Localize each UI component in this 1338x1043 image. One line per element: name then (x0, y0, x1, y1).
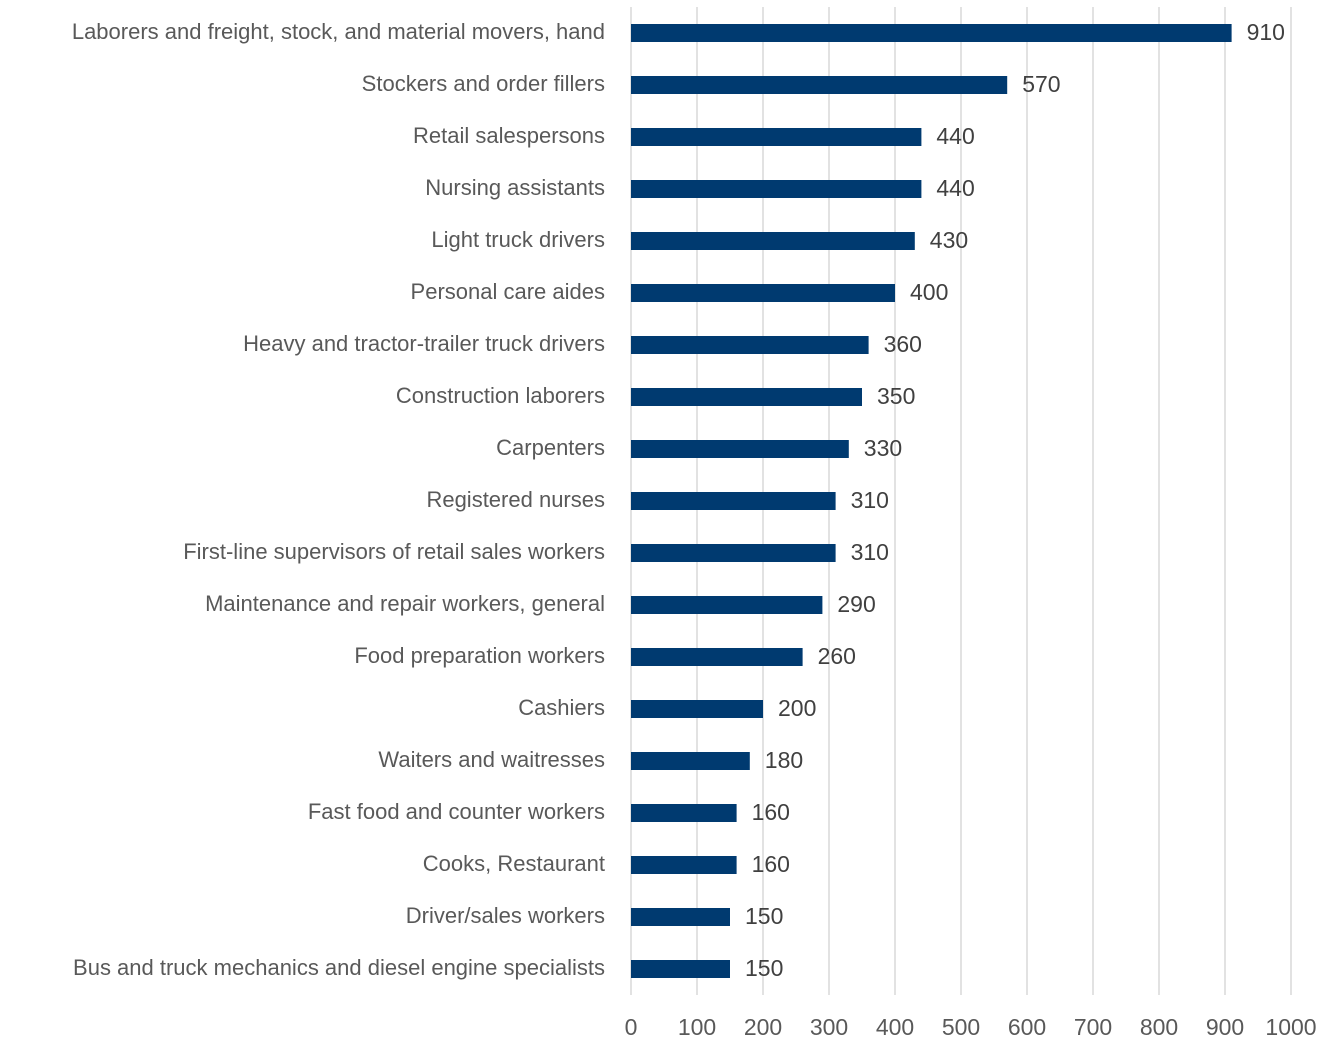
data-label: 430 (930, 227, 968, 253)
y-tick-label: Driver/sales workers (406, 903, 605, 928)
data-label: 570 (1022, 71, 1060, 97)
bar (631, 336, 869, 354)
bar (631, 648, 803, 666)
data-label: 310 (851, 487, 889, 513)
y-tick-label: Construction laborers (396, 383, 605, 408)
data-label: 350 (877, 383, 915, 409)
data-label: 440 (936, 175, 974, 201)
data-label: 310 (851, 539, 889, 565)
x-tick-label: 600 (1008, 1014, 1046, 1040)
y-tick-label: Waiters and waitresses (378, 747, 605, 772)
y-tick-label: Bus and truck mechanics and diesel engin… (73, 955, 605, 980)
bar (631, 180, 922, 198)
x-tick-label: 900 (1206, 1014, 1244, 1040)
data-label: 910 (1247, 19, 1285, 45)
x-tick-label: 400 (876, 1014, 914, 1040)
y-tick-label: Laborers and freight, stock, and materia… (72, 19, 605, 44)
bar (631, 804, 737, 822)
bar (631, 960, 730, 978)
bar (631, 128, 922, 146)
x-tick-label: 800 (1140, 1014, 1178, 1040)
data-label: 290 (837, 591, 875, 617)
y-tick-label: Fast food and counter workers (308, 799, 605, 824)
bar (631, 440, 849, 458)
x-tick-label: 1000 (1265, 1014, 1316, 1040)
bar (631, 908, 730, 926)
bar (631, 596, 823, 614)
y-tick-label: First-line supervisors of retail sales w… (183, 539, 605, 564)
x-tick-label: 300 (810, 1014, 848, 1040)
data-label: 400 (910, 279, 948, 305)
y-tick-label: Registered nurses (426, 487, 605, 512)
x-tick-label: 200 (744, 1014, 782, 1040)
bar (631, 232, 915, 250)
x-tick-label: 700 (1074, 1014, 1112, 1040)
data-label: 200 (778, 695, 816, 721)
x-tick-label: 500 (942, 1014, 980, 1040)
bar (631, 284, 895, 302)
data-label: 440 (936, 123, 974, 149)
bar (631, 700, 763, 718)
y-tick-label: Cooks, Restaurant (423, 851, 605, 876)
bar (631, 752, 750, 770)
y-tick-label: Cashiers (518, 695, 605, 720)
bar (631, 24, 1232, 42)
data-label: 150 (745, 903, 783, 929)
data-label: 160 (752, 799, 790, 825)
y-tick-label: Personal care aides (411, 279, 605, 304)
y-tick-label: Nursing assistants (425, 175, 605, 200)
y-tick-label: Food preparation workers (354, 643, 605, 668)
bar (631, 544, 836, 562)
data-label: 180 (765, 747, 803, 773)
y-tick-label: Heavy and tractor-trailer truck drivers (243, 331, 605, 356)
bar (631, 492, 836, 510)
x-tick-label: 0 (625, 1014, 638, 1040)
data-label: 360 (884, 331, 922, 357)
bar (631, 388, 862, 406)
y-tick-label: Light truck drivers (431, 227, 605, 252)
y-tick-label: Stockers and order fillers (362, 71, 605, 96)
x-tick-label: 100 (678, 1014, 716, 1040)
data-label: 330 (864, 435, 902, 461)
data-label: 160 (752, 851, 790, 877)
data-label: 260 (818, 643, 856, 669)
bar (631, 76, 1008, 94)
bar (631, 856, 737, 874)
y-tick-label: Carpenters (496, 435, 605, 460)
y-tick-label: Maintenance and repair workers, general (205, 591, 605, 616)
data-label: 150 (745, 955, 783, 981)
y-tick-label: Retail salespersons (413, 123, 605, 148)
